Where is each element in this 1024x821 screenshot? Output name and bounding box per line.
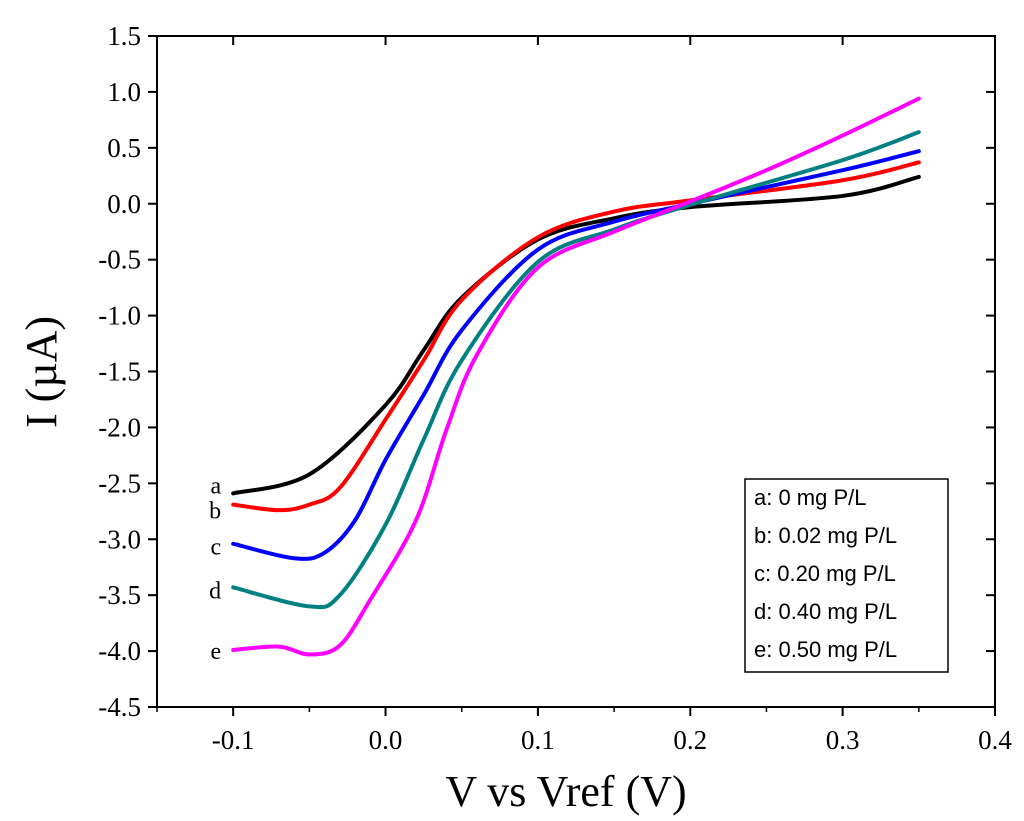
series-line-c: [231, 149, 921, 561]
y-tick-label: -0.5: [98, 245, 141, 275]
y-tick-label: -2.5: [98, 468, 141, 498]
curve-label-d: d: [209, 578, 221, 604]
x-axis-label: V vs Vref (V): [445, 767, 686, 816]
series-line-b: [231, 160, 921, 513]
x-tick-label: 0.3: [826, 725, 860, 755]
legend-box: [744, 478, 949, 673]
y-tick-label: -3.0: [98, 524, 141, 554]
legend-entry: b: 0.02 mg P/L: [754, 523, 897, 548]
curve-label-b: b: [209, 499, 221, 525]
y-tick-label: -4.5: [98, 692, 141, 722]
legend: a: 0 mg P/L b: 0.02 mg P/L c: 0.20 mg P/L d…: [744, 478, 949, 673]
y-tick-label: 1.0: [107, 77, 141, 107]
series-line-e: [231, 96, 921, 657]
x-tick-label: 0.0: [369, 725, 403, 755]
curve-label-e: e: [211, 639, 222, 665]
x-tick-label: 0.4: [978, 725, 1012, 755]
curve-label-a: a: [211, 473, 222, 499]
x-tick-label: 0.2: [673, 725, 707, 755]
legend-entry: c: 0.20 mg P/L: [754, 561, 896, 586]
y-tick-label: -1.0: [98, 301, 141, 331]
ticks: -0.1 0.0 0.1 0.2 0.3 0.4 1.5 1.0 0.5 0.0 -0.5 -1.0 -…: [98, 21, 1012, 755]
y-tick-label: 0.0: [107, 189, 141, 219]
curve-label-c: c: [211, 535, 222, 561]
x-tick-label: 0.1: [521, 725, 555, 755]
series-line-a: [231, 174, 921, 496]
x-tick-label: -0.1: [212, 725, 255, 755]
series-line-d: [231, 130, 921, 610]
curves: [231, 96, 921, 657]
y-tick-label: 1.5: [107, 21, 141, 51]
y-tick-label: -2.0: [98, 412, 141, 442]
legend-entry: e: 0.50 mg P/L: [754, 637, 897, 662]
legend-entry: a: 0 mg P/L: [754, 485, 867, 510]
y-tick-label: -1.5: [98, 357, 141, 387]
y-tick-label: -3.5: [98, 580, 141, 610]
legend-entry: d: 0.40 mg P/L: [754, 599, 897, 624]
y-tick-label: 0.5: [107, 133, 141, 163]
y-tick-label: -4.0: [98, 636, 141, 666]
y-axis-label: I (µA): [17, 316, 66, 428]
